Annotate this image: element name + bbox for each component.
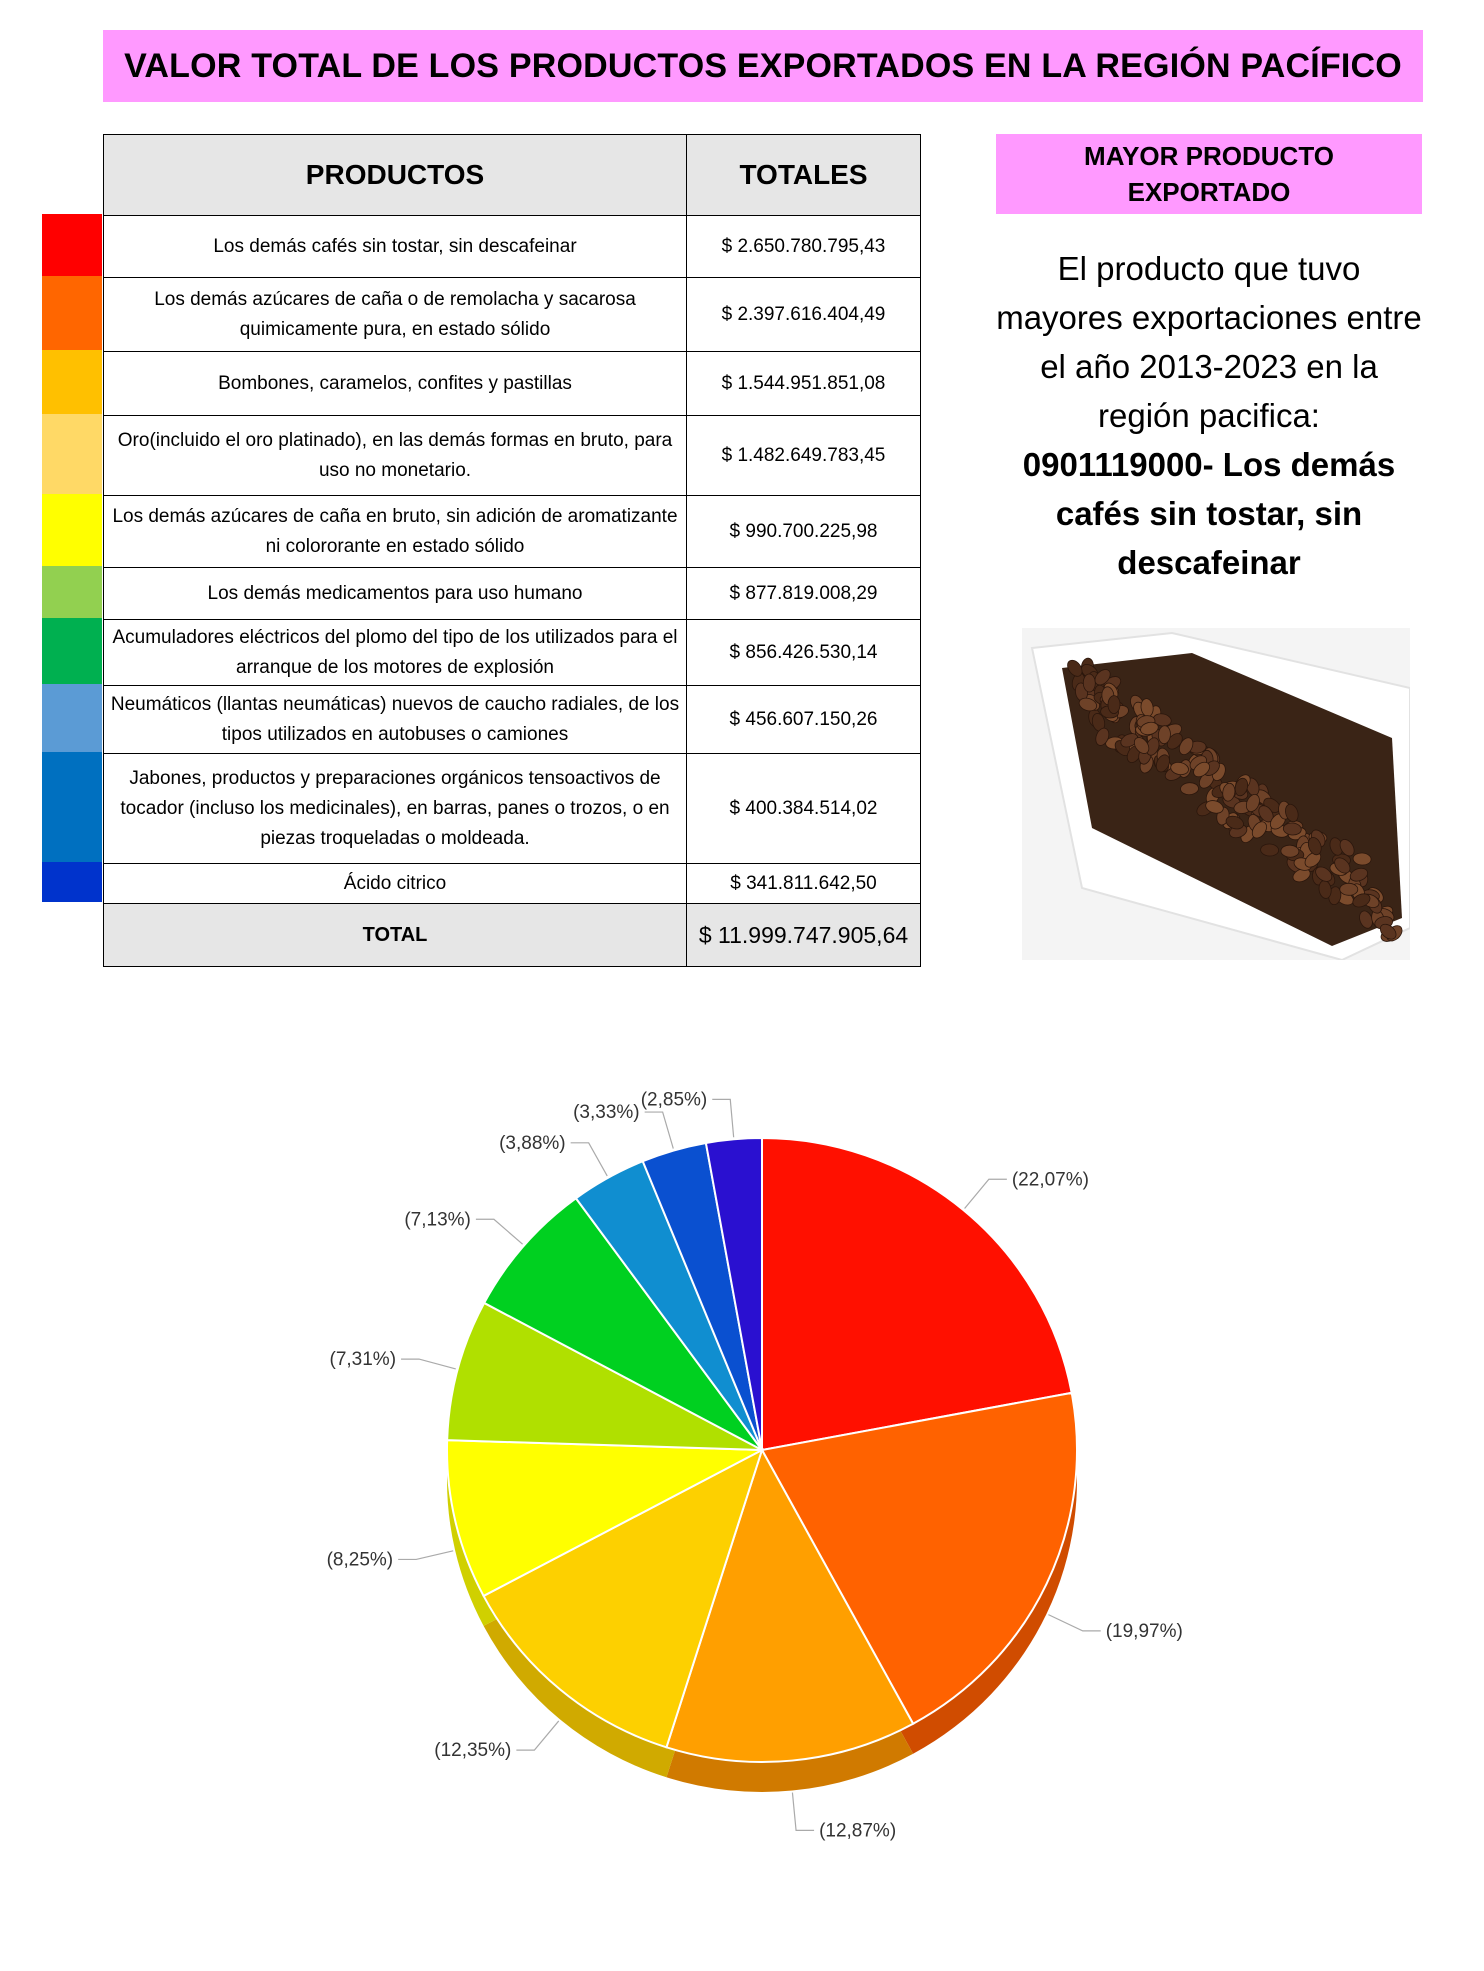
pie-slice (665, 1447, 915, 1763)
leader-line (516, 1720, 560, 1751)
product-name: Oro(incluido el oro platinado), en las d… (103, 415, 687, 496)
product-total: $ 456.607.150,26 (686, 685, 921, 754)
product-name: Los demás azúcares de caña o de remolach… (103, 277, 687, 352)
color-swatch (42, 494, 102, 566)
slice-percent-label: (8,25%) (327, 1549, 394, 1570)
side-heading-text: MAYOR PRODUCTO EXPORTADO (1084, 141, 1334, 207)
leader-line (791, 1792, 815, 1831)
slice-percent-label: (12,35%) (434, 1740, 511, 1761)
slice-percent-label: (3,88%) (499, 1133, 566, 1154)
table-row: Acumuladores eléctricos del plomo del ti… (103, 619, 921, 686)
color-swatch (42, 414, 102, 494)
color-swatch (42, 566, 102, 618)
total-value: $ 11.999.747.905,64 (686, 903, 921, 967)
table-row: Bombones, caramelos, confites y pastilla… (103, 351, 921, 416)
leader-line (570, 1142, 608, 1177)
color-swatch (42, 618, 102, 684)
table-total-row: TOTAL $ 11.999.747.905,64 (103, 903, 921, 967)
slice-percent-label: (7,31%) (330, 1349, 397, 1370)
products-table: PRODUCTOS TOTALES Los demás cafés sin to… (103, 134, 921, 967)
table-row: Oro(incluido el oro platinado), en las d… (103, 415, 921, 496)
leader-line (401, 1358, 456, 1370)
slice-percent-label: (22,07%) (1012, 1169, 1089, 1190)
table-header-row: PRODUCTOS TOTALES (103, 134, 921, 216)
pie-slice (761, 1136, 1073, 1452)
product-total: $ 877.819.008,29 (686, 567, 921, 620)
side-highlight: 0901119000- Los demás cafés sin tostar, … (1022, 446, 1396, 581)
slice-percent-label: (3,33%) (573, 1102, 640, 1123)
product-total: $ 400.384.514,02 (686, 753, 921, 864)
slice-percent-label: (2,85%) (641, 1089, 708, 1110)
pie-slice (482, 1447, 764, 1749)
leader-line (712, 1098, 735, 1138)
color-legend-swatches (42, 214, 102, 902)
leader-line (644, 1111, 674, 1149)
color-swatch (42, 214, 102, 276)
side-heading: MAYOR PRODUCTO EXPORTADO (996, 134, 1422, 214)
pie-slice (760, 1391, 1079, 1726)
table-row: Ácido citrico $ 341.811.642,50 (103, 863, 921, 904)
product-name: Bombones, caramelos, confites y pastilla… (103, 351, 687, 416)
side-description: El producto que tuvo mayores exportacion… (996, 250, 1422, 434)
pie-slice (704, 1136, 763, 1451)
product-total: $ 856.426.530,14 (686, 619, 921, 686)
slice-percent-label: (12,87%) (819, 1820, 896, 1841)
product-name: Los demás azúcares de caña en bruto, sin… (103, 495, 687, 568)
color-swatch (42, 752, 102, 862)
leader-line (1048, 1614, 1101, 1632)
color-swatch (42, 276, 102, 350)
product-total: $ 2.650.780.795,43 (686, 215, 921, 278)
pie-slice (446, 1301, 763, 1451)
product-total: $ 990.700.225,98 (686, 495, 921, 568)
color-swatch (42, 350, 102, 414)
product-total: $ 1.482.649.783,45 (686, 415, 921, 496)
pie-chart: (22,07%) (19,97%) (12,87%) (12,35%) (8,25%) (… (327, 1089, 1183, 1841)
page-title-text: VALOR TOTAL DE LOS PRODUCTOS EXPORTADOS … (124, 46, 1402, 85)
product-name: Ácido citrico (103, 863, 687, 904)
product-name: Los demás medicamentos para uso humano (103, 567, 687, 620)
color-swatch (42, 862, 102, 902)
total-label: TOTAL (103, 903, 687, 967)
product-name: Los demás cafés sin tostar, sin descafei… (103, 215, 687, 278)
table-row: Neumáticos (llantas neumáticas) nuevos d… (103, 685, 921, 754)
product-total: $ 2.397.616.404,49 (686, 277, 921, 352)
header-products: PRODUCTOS (103, 134, 687, 216)
product-name: Acumuladores eléctricos del plomo del ti… (103, 619, 687, 686)
slice-percent-label: (7,13%) (404, 1209, 471, 1230)
pie-slice (482, 1196, 763, 1451)
leader-line (398, 1550, 454, 1561)
leader-line (964, 1178, 1007, 1209)
page-title: VALOR TOTAL DE LOS PRODUCTOS EXPORTADOS … (103, 30, 1423, 102)
leader-line (475, 1218, 523, 1245)
product-name: Neumáticos (llantas neumáticas) nuevos d… (103, 685, 687, 754)
header-totals: TOTALES (686, 134, 921, 216)
coffee-beans-image (1022, 628, 1410, 960)
product-name: Jabones, productos y preparaciones orgán… (103, 753, 687, 864)
table-row: Los demás azúcares de caña o de remolach… (103, 277, 921, 352)
color-swatch (42, 684, 102, 752)
table-row: Los demás cafés sin tostar, sin descafei… (103, 215, 921, 278)
slice-percent-label: (19,97%) (1106, 1621, 1183, 1642)
product-total: $ 341.811.642,50 (686, 863, 921, 904)
pie-slice (446, 1439, 766, 1598)
table-row: Los demás azúcares de caña en bruto, sin… (103, 495, 921, 568)
table-row: Jabones, productos y preparaciones orgán… (103, 753, 921, 864)
product-total: $ 1.544.951.851,08 (686, 351, 921, 416)
table-row: Los demás medicamentos para uso humano $ … (103, 567, 921, 620)
